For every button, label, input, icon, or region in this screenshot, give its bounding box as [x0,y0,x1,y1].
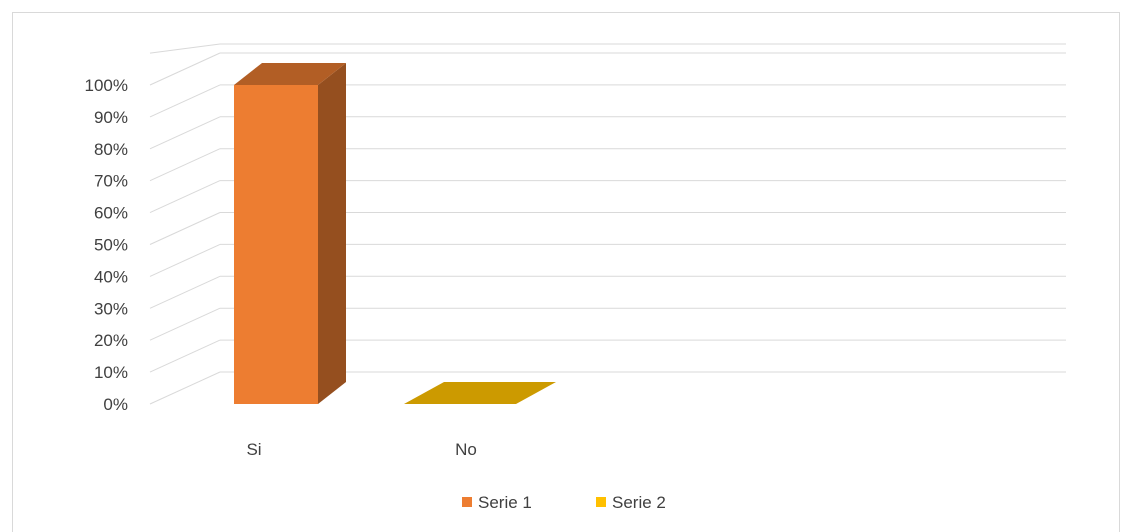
y-tick-label: 10% [94,363,128,382]
x-axis-category-labels: Si No [246,440,476,459]
gridline-diagonal [149,52,221,86]
y-tick-label: 50% [94,236,128,255]
bar-side [318,63,346,404]
gridline-diagonal [149,371,221,405]
gridline-diagonal [149,43,221,54]
gridline-diagonal [149,116,221,150]
gridlines [149,43,1066,405]
bar-flat [404,382,556,404]
y-tick-label: 0% [103,395,128,414]
y-tick-label: 20% [94,331,128,350]
gridline-diagonal [149,275,221,309]
bars [234,63,556,404]
gridline-diagonal [149,243,221,277]
y-tick-label: 80% [94,140,128,159]
y-tick-label: 100% [85,76,128,95]
y-tick-label: 40% [94,267,128,286]
y-tick-label: 30% [94,299,128,318]
y-tick-label: 70% [94,172,128,191]
gridline-diagonal [149,212,221,245]
y-tick-label: 60% [94,204,128,223]
bar-front [234,85,318,404]
gridline-diagonal [149,180,221,214]
legend: Serie 1 Serie 2 [462,493,666,512]
bar-top [234,63,346,85]
y-tick-label: 90% [94,108,128,127]
x-category-label: Si [246,440,261,459]
gridline-diagonal [149,307,221,341]
legend-swatch [596,497,606,507]
gridline-diagonal [149,339,221,373]
legend-label: Serie 2 [612,493,666,512]
bar-serie-1-si [234,63,346,404]
y-axis-tick-labels: 0% 10% 20% 30% 40% 50% 60% 70% 80% 90% 100% [85,76,128,414]
legend-label: Serie 1 [478,493,532,512]
gridline-diagonal [149,148,221,182]
chart-frame [12,12,1120,532]
gridline-diagonal [149,84,221,118]
legend-swatch [462,497,472,507]
bar-serie-2-no [404,382,556,404]
x-category-label: No [455,440,477,459]
